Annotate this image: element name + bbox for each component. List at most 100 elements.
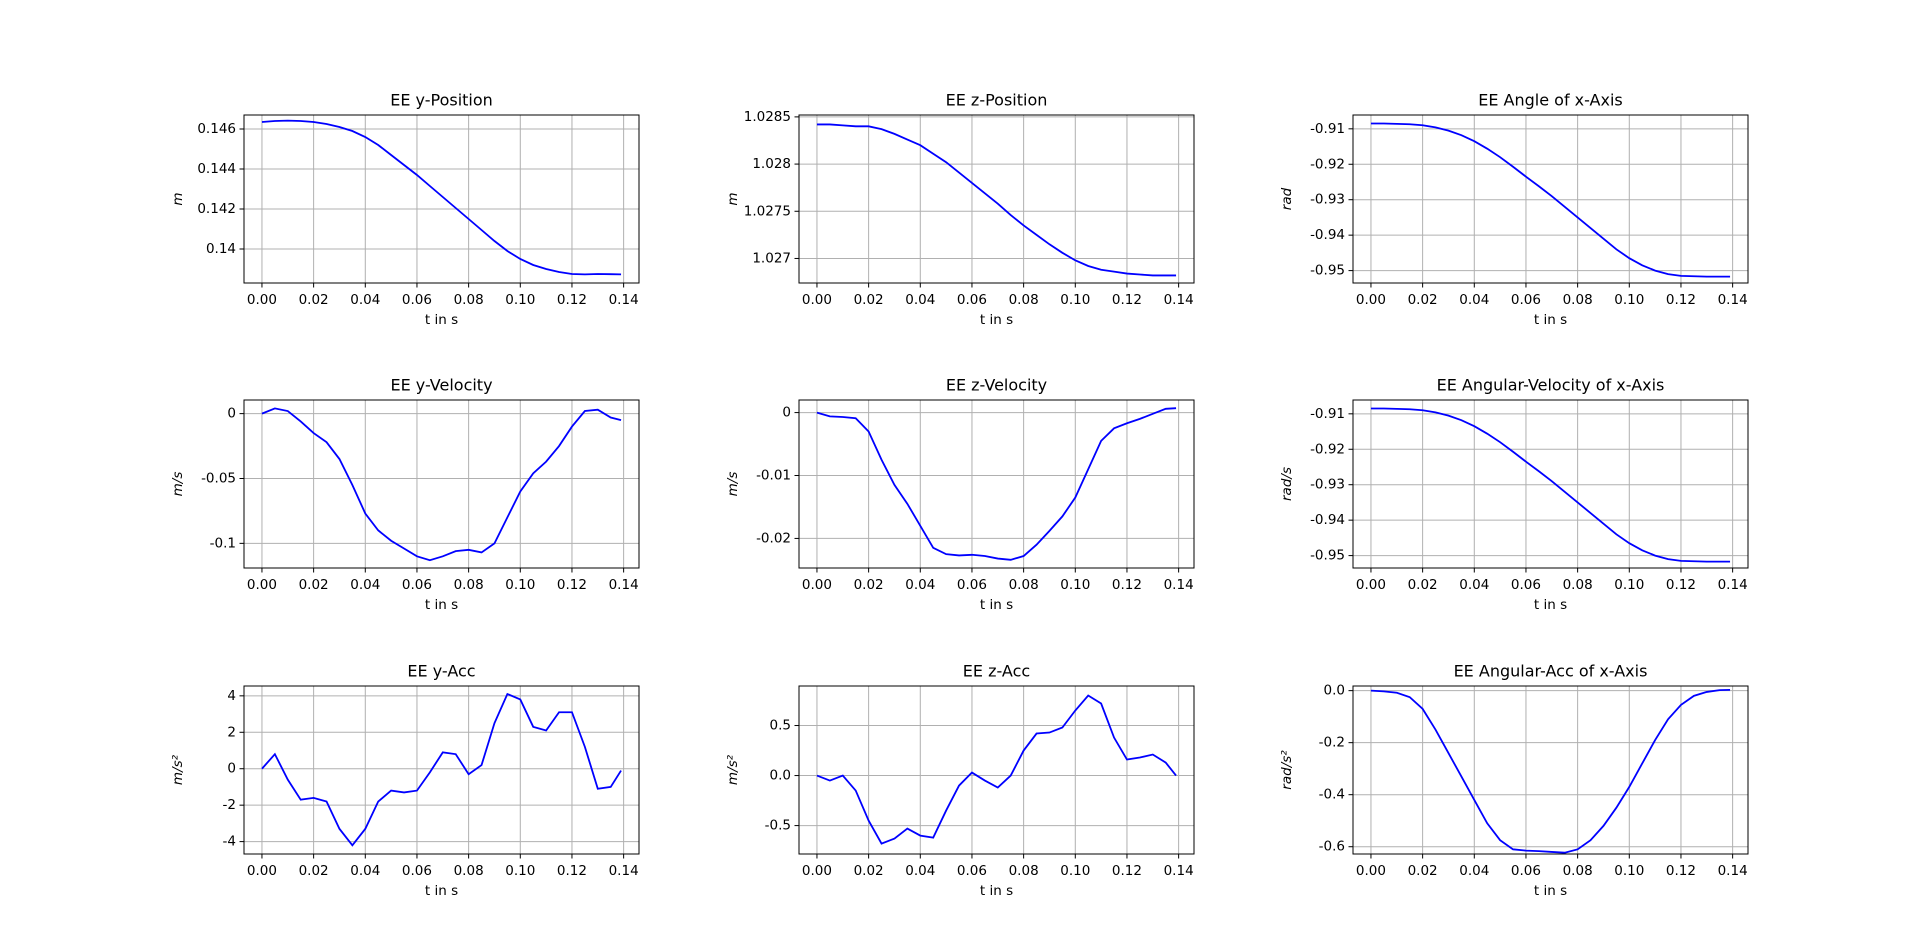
data-line [1370,122,1731,278]
axes-frame [798,399,1195,569]
x-tick-label: 0.14 [1718,577,1748,593]
data-line [816,407,1177,561]
y-tick-label: -2 [223,797,236,813]
x-tick-label: 0.12 [1112,863,1142,879]
x-axis-label: t in s [425,883,458,899]
y-tick-label: -0.05 [201,470,236,486]
x-tick-label: 0.04 [905,577,935,593]
y-tick-label: 0.0 [770,768,791,784]
x-tick-label: 0.06 [957,863,987,879]
x-tick-label: 0.10 [505,292,535,308]
x-tick-label: 0.10 [1614,577,1644,593]
x-tick-label: 0.00 [1356,292,1386,308]
x-tick-label: 0.06 [957,577,987,593]
x-tick-label: 0.04 [905,863,935,879]
y-tick-label: -0.4 [1319,787,1345,803]
x-tick-label: 0.10 [505,863,535,879]
x-tick-label: 0.00 [802,577,832,593]
x-tick-label: 0.04 [350,292,380,308]
x-tick-label: 0.00 [1356,863,1386,879]
x-tick-label: 0.14 [1164,863,1194,879]
x-tick-label: 0.06 [1511,577,1541,593]
axes-frame [243,114,640,284]
x-tick-label: 0.02 [299,292,329,308]
y-tick-label: 1.0275 [744,203,791,219]
y-tick-label: -0.92 [1310,441,1345,457]
y-tick-label: 0.144 [197,161,236,177]
y-tick-label: -0.92 [1310,156,1345,172]
y-tick-label: 1.028 [752,156,791,172]
x-tick-label: 0.02 [854,863,884,879]
data-line [261,119,622,276]
x-tick-label: 0.06 [402,577,432,593]
y-tick-label: -0.02 [756,530,791,546]
x-tick-label: 0.00 [1356,577,1386,593]
x-tick-label: 0.08 [1009,863,1039,879]
x-tick-label: 0.12 [1112,292,1142,308]
y-axis-label: m [170,192,186,205]
axes-frame [1352,114,1749,284]
data-line [1370,688,1731,854]
x-tick-label: 0.12 [1112,577,1142,593]
x-tick-label: 0.12 [557,863,587,879]
x-tick-label: 0.02 [299,863,329,879]
chart-title: EE z-Velocity [946,376,1047,395]
y-tick-label: 0 [227,761,236,777]
data-line [816,694,1177,845]
x-axis-label: t in s [980,883,1013,899]
y-tick-label: -0.95 [1310,548,1345,564]
x-axis-label: t in s [1534,312,1567,328]
data-line [1370,407,1731,563]
x-tick-label: 0.14 [1718,292,1748,308]
x-tick-label: 0.14 [609,292,639,308]
chart-title: EE z-Acc [963,662,1030,681]
x-tick-label: 0.02 [854,577,884,593]
x-tick-label: 0.08 [1009,292,1039,308]
x-tick-label: 0.10 [1614,863,1644,879]
x-tick-label: 0.02 [299,577,329,593]
x-tick-label: 0.06 [402,292,432,308]
x-axis-label: t in s [425,597,458,613]
y-tick-label: -0.5 [765,818,791,834]
x-axis-label: t in s [1534,883,1567,899]
x-axis-label: t in s [1534,597,1567,613]
axes-frame [1352,685,1749,855]
axes-frame [243,399,640,569]
x-tick-label: 0.06 [1511,292,1541,308]
y-tick-label: 0.0 [1324,683,1345,699]
axes-frame [243,685,640,855]
y-axis-label: rad/s² [1279,750,1295,790]
data-line [261,692,622,847]
chart-title: EE y-Velocity [390,376,492,395]
x-tick-label: 0.08 [1563,292,1593,308]
x-tick-label: 0.06 [1511,863,1541,879]
x-tick-label: 0.02 [854,292,884,308]
x-tick-label: 0.08 [1563,577,1593,593]
x-tick-label: 0.10 [505,577,535,593]
x-axis-label: t in s [980,597,1013,613]
y-tick-label: 0.14 [206,241,236,257]
x-tick-label: 0.02 [1408,863,1438,879]
y-tick-label: -0.01 [756,468,791,484]
y-tick-label: -0.6 [1319,839,1345,855]
x-tick-label: 0.12 [1666,577,1696,593]
x-tick-label: 0.04 [1459,863,1489,879]
y-tick-label: 0 [782,405,791,421]
chart-title: EE y-Position [390,91,493,110]
x-tick-label: 0.04 [350,863,380,879]
x-tick-label: 0.14 [609,577,639,593]
axes-frame [798,114,1195,284]
data-line [261,407,622,562]
y-tick-label: -0.91 [1310,121,1345,137]
x-tick-label: 0.00 [247,292,277,308]
y-tick-label: 0.142 [197,201,236,217]
x-tick-label: 0.00 [247,863,277,879]
x-tick-label: 0.02 [1408,577,1438,593]
x-tick-label: 0.14 [1164,292,1194,308]
axes-frame [798,685,1195,855]
x-tick-label: 0.08 [454,863,484,879]
y-tick-label: -0.94 [1310,227,1345,243]
chart-title: EE Angle of x-Axis [1478,91,1623,110]
x-tick-label: 0.08 [1009,577,1039,593]
